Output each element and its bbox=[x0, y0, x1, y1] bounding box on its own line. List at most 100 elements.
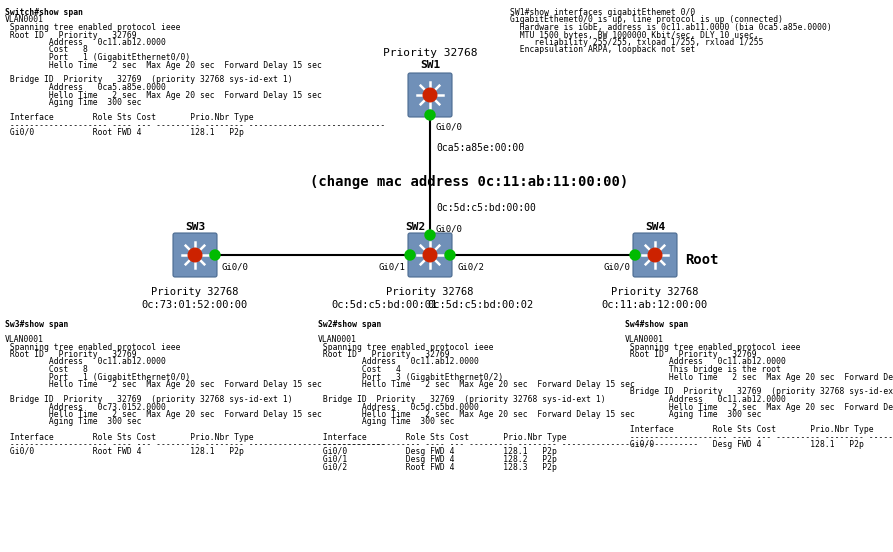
Text: Address   0c11.ab12.0000: Address 0c11.ab12.0000 bbox=[625, 395, 786, 404]
Text: Address   0c11.ab12.0000: Address 0c11.ab12.0000 bbox=[5, 358, 166, 367]
Text: Address   0ca5.a85e.0000: Address 0ca5.a85e.0000 bbox=[5, 83, 166, 92]
Circle shape bbox=[405, 250, 415, 260]
Text: Spanning tree enabled protocol ieee: Spanning tree enabled protocol ieee bbox=[5, 23, 180, 32]
Text: Port   1 (GigabitEthernet0/0): Port 1 (GigabitEthernet0/0) bbox=[5, 53, 190, 62]
Text: Hello Time   2 sec  Max Age 20 sec  Forward Delay 15 sec: Hello Time 2 sec Max Age 20 sec Forward … bbox=[5, 61, 321, 70]
Text: Gi0/0            Desg FWD 4          128.1   P2p: Gi0/0 Desg FWD 4 128.1 P2p bbox=[318, 448, 557, 457]
Text: Hardware is iGbE, address is 0c11.ab11.0000 (bia 0ca5.a85e.0000): Hardware is iGbE, address is 0c11.ab11.0… bbox=[510, 23, 831, 32]
Text: Priority 32768: Priority 32768 bbox=[387, 287, 474, 297]
Circle shape bbox=[188, 248, 202, 262]
Text: Aging Time  300 sec: Aging Time 300 sec bbox=[625, 410, 762, 419]
Text: Spanning tree enabled protocol ieee: Spanning tree enabled protocol ieee bbox=[318, 342, 494, 352]
Text: Encapsulation ARPA, loopback not set: Encapsulation ARPA, loopback not set bbox=[510, 45, 696, 55]
Text: Gi0/1            Desg FWD 4          128.2   P2p: Gi0/1 Desg FWD 4 128.2 P2p bbox=[318, 455, 557, 464]
Circle shape bbox=[648, 248, 662, 262]
Text: Cost   4: Cost 4 bbox=[318, 365, 401, 374]
Text: Sw4#show span: Sw4#show span bbox=[625, 320, 689, 329]
Text: Address   0c11.ab12.0000: Address 0c11.ab12.0000 bbox=[318, 358, 479, 367]
Text: Port   3 (GigabitEthernet0/2): Port 3 (GigabitEthernet0/2) bbox=[318, 373, 504, 381]
Text: Cost   8: Cost 8 bbox=[5, 45, 88, 55]
Text: Sw2#show span: Sw2#show span bbox=[318, 320, 381, 329]
Text: Gi0/2            Root FWD 4          128.3   P2p: Gi0/2 Root FWD 4 128.3 P2p bbox=[318, 463, 557, 471]
Text: Spanning tree enabled protocol ieee: Spanning tree enabled protocol ieee bbox=[625, 342, 800, 352]
Text: Port   1 (GigabitEthernet0/0): Port 1 (GigabitEthernet0/0) bbox=[5, 373, 190, 381]
Text: Priority 32768: Priority 32768 bbox=[151, 287, 238, 297]
Text: Gi0/2: Gi0/2 bbox=[457, 263, 484, 272]
Text: Gi0/1: Gi0/1 bbox=[378, 263, 405, 272]
Text: Hello Time   2 sec  Max Age 20 sec  Forward Delay 15 sec: Hello Time 2 sec Max Age 20 sec Forward … bbox=[5, 91, 321, 99]
Text: Root ID   Priority   32769: Root ID Priority 32769 bbox=[5, 350, 137, 359]
Text: Address   0c11.ab12.0000: Address 0c11.ab12.0000 bbox=[5, 38, 166, 47]
Text: Address   0c73.0152.0000: Address 0c73.0152.0000 bbox=[5, 402, 166, 411]
Text: This bridge is the root: This bridge is the root bbox=[625, 365, 781, 374]
Circle shape bbox=[423, 88, 437, 102]
Text: SW3: SW3 bbox=[185, 222, 205, 232]
Text: Hello Time   2 sec  Max Age 20 sec  Forward Delay 15 sec: Hello Time 2 sec Max Age 20 sec Forward … bbox=[318, 410, 635, 419]
Text: VLAN0001: VLAN0001 bbox=[318, 335, 357, 344]
Text: Bridge ID  Priority   32769  (priority 32768 sys-id-ext 1): Bridge ID Priority 32769 (priority 32768… bbox=[625, 388, 893, 396]
Text: VLAN0001: VLAN0001 bbox=[625, 335, 664, 344]
Circle shape bbox=[210, 250, 220, 260]
Text: Hello Time   2 sec  Max Age 20 sec  Forward Delay 15 sec: Hello Time 2 sec Max Age 20 sec Forward … bbox=[625, 373, 893, 381]
Text: 0c:5d:c5:bd:00:01: 0c:5d:c5:bd:00:01 bbox=[332, 300, 438, 310]
Text: GigabitEthemet0/0 is up, line protocol is up (connected): GigabitEthemet0/0 is up, line protocol i… bbox=[510, 15, 783, 24]
Text: Interface        Role Sts Cost       Prio.Nbr Type: Interface Role Sts Cost Prio.Nbr Type bbox=[625, 425, 873, 434]
Text: Sw3#show span: Sw3#show span bbox=[5, 320, 69, 329]
Text: Root ID   Priority   32769: Root ID Priority 32769 bbox=[625, 350, 756, 359]
Text: Hello Time   2 sec  Max Age 20 sec  Forward Delay 15 sec: Hello Time 2 sec Max Age 20 sec Forward … bbox=[318, 380, 635, 389]
Text: Aging Time  300 sec: Aging Time 300 sec bbox=[5, 417, 141, 427]
Text: Gi0/0            Root FWD 4          128.1   P2p: Gi0/0 Root FWD 4 128.1 P2p bbox=[5, 128, 244, 137]
Text: Gi0/0            Desg FWD 4          128.1   P2p: Gi0/0 Desg FWD 4 128.1 P2p bbox=[625, 440, 864, 449]
Text: 0c:5d:c5:bd:00:00: 0c:5d:c5:bd:00:00 bbox=[436, 203, 536, 213]
FancyBboxPatch shape bbox=[633, 233, 677, 277]
Text: MTU 1500 bytes, BW 1000000 Kbit/sec, DLY 10 usec,: MTU 1500 bytes, BW 1000000 Kbit/sec, DLY… bbox=[510, 30, 759, 40]
Text: Bridge ID  Priority   32769  (priority 32768 sys-id-ext 1): Bridge ID Priority 32769 (priority 32768… bbox=[318, 395, 605, 404]
Text: Spanning tree enabled protocol ieee: Spanning tree enabled protocol ieee bbox=[5, 342, 180, 352]
Text: (change mac address 0c:11:ab:11:00:00): (change mac address 0c:11:ab:11:00:00) bbox=[310, 175, 629, 189]
Text: Priority 32768: Priority 32768 bbox=[383, 48, 477, 58]
Text: Gi0/0: Gi0/0 bbox=[436, 225, 463, 234]
Text: Gi0/0: Gi0/0 bbox=[603, 263, 630, 272]
Text: Bridge ID  Priority   32769  (priority 32768 sys-id-ext 1): Bridge ID Priority 32769 (priority 32768… bbox=[5, 395, 293, 404]
Circle shape bbox=[630, 250, 640, 260]
Text: Cost   8: Cost 8 bbox=[5, 365, 88, 374]
Text: -------------------- ---- --- --------- -------- ----------------------------: -------------------- ---- --- --------- … bbox=[318, 440, 698, 449]
Text: 0ca5:a85e:00:00: 0ca5:a85e:00:00 bbox=[436, 143, 524, 153]
FancyBboxPatch shape bbox=[408, 73, 452, 117]
FancyBboxPatch shape bbox=[173, 233, 217, 277]
Text: SW2: SW2 bbox=[405, 222, 425, 232]
Text: VLAN0001: VLAN0001 bbox=[5, 335, 44, 344]
Text: reliability 255/255, txload 1/255, rxload 1/255: reliability 255/255, txload 1/255, rxloa… bbox=[510, 38, 764, 47]
Text: SW4: SW4 bbox=[645, 222, 665, 232]
FancyBboxPatch shape bbox=[408, 233, 452, 277]
Text: Switch#show span: Switch#show span bbox=[5, 8, 83, 17]
Text: 0c:11:ab:12:00:00: 0c:11:ab:12:00:00 bbox=[602, 300, 708, 310]
Text: Interface        Role Sts Cost       Prio.Nbr Type: Interface Role Sts Cost Prio.Nbr Type bbox=[318, 433, 567, 442]
Text: Hello Time   2 sec  Max Age 20 sec  Forward Delay 15 sec: Hello Time 2 sec Max Age 20 sec Forward … bbox=[5, 410, 321, 419]
Text: Bridge ID  Priority   32769  (priority 32768 sys-id-ext 1): Bridge ID Priority 32769 (priority 32768… bbox=[5, 76, 293, 84]
Text: Interface        Role Sts Cost       Prio.Nbr Type: Interface Role Sts Cost Prio.Nbr Type bbox=[5, 113, 254, 122]
Text: Aging Time  300 sec: Aging Time 300 sec bbox=[5, 98, 141, 107]
Text: Root ID   Priority   32769: Root ID Priority 32769 bbox=[5, 30, 137, 40]
Text: SW1#show interfaces gigabitEthemet 0/0: SW1#show interfaces gigabitEthemet 0/0 bbox=[510, 8, 696, 17]
Text: -------------------- ---- --- --------- -------- ----------------------------: -------------------- ---- --- --------- … bbox=[625, 433, 893, 442]
Text: 0c:5d:c5:bd:00:02: 0c:5d:c5:bd:00:02 bbox=[427, 300, 533, 310]
Text: Aging Time  300 sec: Aging Time 300 sec bbox=[318, 417, 455, 427]
Text: -------------------- ---- --- --------- -------- ----------------------------: -------------------- ---- --- --------- … bbox=[5, 440, 385, 449]
Text: Hello Time   2 sec  Max Age 20 sec  Forward Delay 15 sec: Hello Time 2 sec Max Age 20 sec Forward … bbox=[5, 380, 321, 389]
Circle shape bbox=[425, 110, 435, 120]
Text: 0c:73:01:52:00:00: 0c:73:01:52:00:00 bbox=[142, 300, 248, 310]
Text: Interface        Role Sts Cost       Prio.Nbr Type: Interface Role Sts Cost Prio.Nbr Type bbox=[5, 433, 254, 442]
Text: Address   0c11.ab12.0000: Address 0c11.ab12.0000 bbox=[625, 358, 786, 367]
Text: Priority 32768: Priority 32768 bbox=[611, 287, 698, 297]
Text: Root: Root bbox=[685, 253, 719, 267]
Text: VLAN0001: VLAN0001 bbox=[5, 15, 44, 24]
Circle shape bbox=[425, 230, 435, 240]
Text: Gi0/0: Gi0/0 bbox=[436, 123, 463, 132]
Text: Gi0/0            Root FWD 4          128.1   P2p: Gi0/0 Root FWD 4 128.1 P2p bbox=[5, 448, 244, 457]
Text: Root ID   Priority   32769: Root ID Priority 32769 bbox=[318, 350, 449, 359]
Text: Hello Time   2 sec  Max Age 20 sec  Forward Delay 15 sec: Hello Time 2 sec Max Age 20 sec Forward … bbox=[625, 402, 893, 411]
Text: Address   0c5d.c5bd.0000: Address 0c5d.c5bd.0000 bbox=[318, 402, 479, 411]
Text: Gi0/0: Gi0/0 bbox=[222, 263, 249, 272]
Circle shape bbox=[445, 250, 455, 260]
